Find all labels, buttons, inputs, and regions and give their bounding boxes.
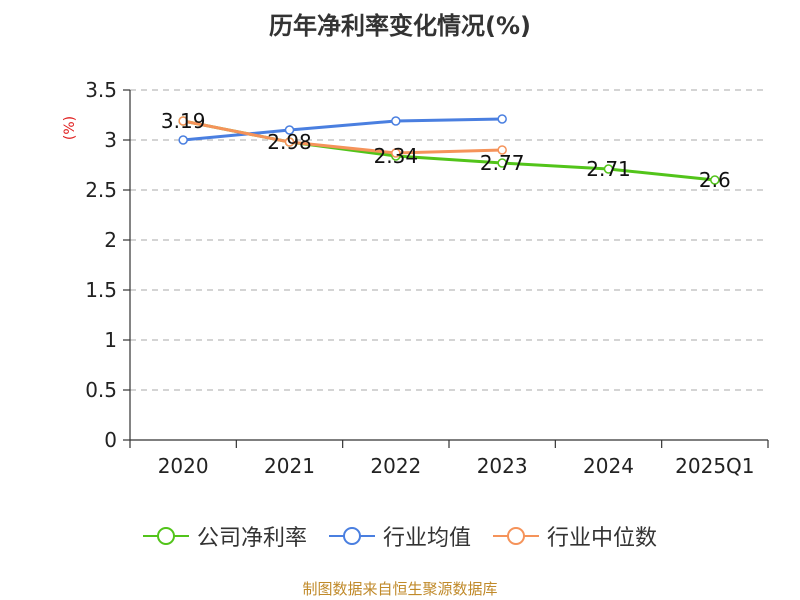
data-label-2022: 2.34 (374, 144, 419, 168)
axes: 0 0.5 1 1.5 2 2.5 3 3.5 2020 2021 2022 2023 2024 2025… (85, 78, 769, 478)
series-lines (178, 114, 720, 185)
grid-lines (130, 89, 768, 391)
data-label-2020: 3.19 (161, 109, 206, 133)
y-tick-label-7: 3.5 (85, 78, 117, 102)
legend-marker-blue (328, 527, 375, 545)
y-tick-label-2: 1 (104, 328, 117, 352)
x-tick-label-2020: 2020 (158, 454, 209, 478)
series-line-2 (182, 119, 503, 155)
y-tick-label-4: 2 (104, 228, 117, 252)
x-tick-label-2023: 2023 (477, 454, 528, 478)
chart-title: 历年净利率变化情况(%) (269, 12, 531, 40)
legend-marker-green (142, 527, 189, 545)
series-1-point-1 (284, 125, 295, 135)
series-1-point-3 (497, 114, 507, 124)
data-label-2021: 2.98 (267, 130, 312, 154)
data-labels: 3.19 2.98 2.34 2.77 2.71 2.6 (161, 109, 731, 192)
data-label-2023: 2.77 (480, 151, 525, 175)
legend-label-industry-median: 行业中位数 (547, 526, 658, 551)
series-2-point-1 (284, 137, 295, 147)
x-tick-label-2024: 2024 (583, 454, 634, 478)
y-tick-label-6: 3 (104, 128, 117, 152)
series-1-point-2 (391, 116, 401, 126)
y-axis-label: (%) (62, 116, 78, 140)
y-tick-label-1: 0.5 (85, 378, 117, 402)
legend: 公司净利率 行业均值 行业中位数 (0, 520, 800, 552)
x-tick-label-2022: 2022 (370, 454, 421, 478)
legend-item-industry-median[interactable]: 行业中位数 (493, 520, 657, 552)
series-0-point-5 (710, 175, 720, 185)
series-2-point-0 (178, 116, 188, 126)
legend-item-company[interactable]: 公司净利率 (142, 520, 307, 552)
series-2-point-2 (391, 148, 401, 158)
series-0-point-4 (603, 164, 614, 174)
data-label-2024: 2.71 (586, 157, 631, 181)
legend-item-industry-mean[interactable]: 行业均值 (328, 520, 471, 552)
legend-label-industry-mean: 行业均值 (382, 526, 471, 551)
data-label-2025Q1: 2.6 (699, 168, 731, 192)
x-tick-label-2025Q1: 2025Q1 (675, 454, 754, 478)
series-line-1 (183, 117, 503, 142)
y-tick-label-3: 1.5 (85, 278, 117, 302)
source-note: 制图数据来自恒生聚源数据库 (302, 580, 498, 598)
y-tick-label-0: 0 (104, 428, 117, 452)
x-tick-label-2021: 2021 (264, 454, 315, 478)
series-1-point-0 (178, 135, 188, 145)
series-2-point-3 (497, 145, 507, 155)
legend-marker-orange (493, 527, 539, 545)
series-0-point-3 (497, 158, 507, 168)
legend-label-company: 公司净利率 (196, 526, 307, 551)
y-tick-label-5: 2.5 (85, 178, 117, 202)
